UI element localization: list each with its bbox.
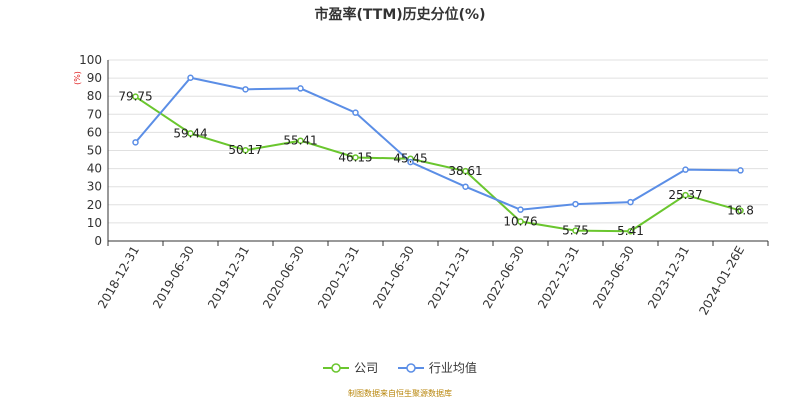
data-point-1 <box>352 109 359 116</box>
data-point-1 <box>572 200 579 208</box>
legend: 公司 行业均值 <box>0 359 800 377</box>
x-tick-label: 2019-12-31 <box>205 244 252 311</box>
x-tick-label: 2020-12-31 <box>315 244 362 311</box>
x-tick-label: 2023-12-31 <box>645 244 692 311</box>
data-label: 46.15 <box>338 150 372 164</box>
x-tick-label: 2021-12-31 <box>425 244 472 311</box>
data-label: 5.75 <box>562 224 589 238</box>
data-label: 10.76 <box>503 215 537 229</box>
y-tick-label: 40 <box>87 162 102 176</box>
data-point-0 <box>132 93 139 100</box>
data-label: 55.41 <box>283 134 317 148</box>
data-point-1 <box>627 198 634 206</box>
data-point-0 <box>297 137 304 144</box>
data-label: 79.75 <box>118 90 152 104</box>
y-tick-label: 20 <box>87 198 102 212</box>
data-label: 45.45 <box>393 152 427 166</box>
data-point-0 <box>462 167 469 175</box>
legend-swatch-company-icon <box>323 362 350 373</box>
x-tick-label: 2020-06-30 <box>260 244 307 311</box>
data-label: 59.44 <box>173 126 207 140</box>
x-tick-label: 2024-01-26E <box>696 244 747 318</box>
legend-item-company[interactable]: 公司 <box>323 359 378 376</box>
data-point-1 <box>132 139 139 146</box>
data-point-0 <box>187 130 194 137</box>
y-axis-label: (%) <box>73 71 82 85</box>
y-tick-label: 100 <box>79 53 102 67</box>
data-point-0 <box>737 207 744 214</box>
y-tick-label: 90 <box>87 71 102 85</box>
data-point-1 <box>407 158 414 166</box>
data-point-0 <box>682 191 689 199</box>
data-point-0 <box>352 154 359 161</box>
data-label: 50.17 <box>228 143 262 157</box>
data-point-1 <box>187 74 194 81</box>
data-point-1 <box>517 206 524 213</box>
data-point-1 <box>682 166 689 173</box>
source-note: 制图数据来自恒生聚源数据库 <box>348 389 452 398</box>
x-tick-label: 2018-12-31 <box>95 244 142 311</box>
legend-label-industry: 行业均值 <box>428 361 477 375</box>
data-point-0 <box>627 227 634 235</box>
series-line-0 <box>134 95 741 233</box>
x-tick-label: 2023-06-30 <box>590 244 637 311</box>
legend-swatch-industry-icon <box>397 362 424 373</box>
x-tick-label: 2019-06-30 <box>150 244 197 311</box>
legend-item-industry[interactable]: 行业均值 <box>397 359 477 376</box>
data-point-1 <box>737 167 744 174</box>
x-tick-label: 2022-12-31 <box>535 244 582 311</box>
data-point-1 <box>297 85 304 92</box>
y-tick-label: 50 <box>87 144 102 158</box>
y-tick-label: 80 <box>87 89 102 103</box>
y-tick-label: 30 <box>87 180 102 194</box>
data-point-1 <box>462 183 469 190</box>
series-line-1 <box>134 76 741 211</box>
data-point-0 <box>572 227 579 234</box>
data-point-0 <box>242 146 249 154</box>
y-tick-label: 10 <box>87 216 102 230</box>
y-tick-label: 0 <box>94 234 102 248</box>
data-label: 38.61 <box>448 164 482 178</box>
data-label: 16.8 <box>727 204 754 218</box>
data-point-0 <box>517 218 524 225</box>
y-tick-label: 60 <box>87 125 102 139</box>
chart-title: 市盈率(TTM)历史分位(%) <box>314 7 486 23</box>
data-point-1 <box>242 86 249 93</box>
y-tick-label: 70 <box>87 107 102 121</box>
data-label: 25.37 <box>668 188 702 202</box>
data-label: 5.41 <box>617 224 644 238</box>
legend-label-company: 公司 <box>354 361 379 375</box>
x-tick-label: 2021-06-30 <box>370 244 417 311</box>
x-tick-label: 2022-06-30 <box>480 244 527 311</box>
